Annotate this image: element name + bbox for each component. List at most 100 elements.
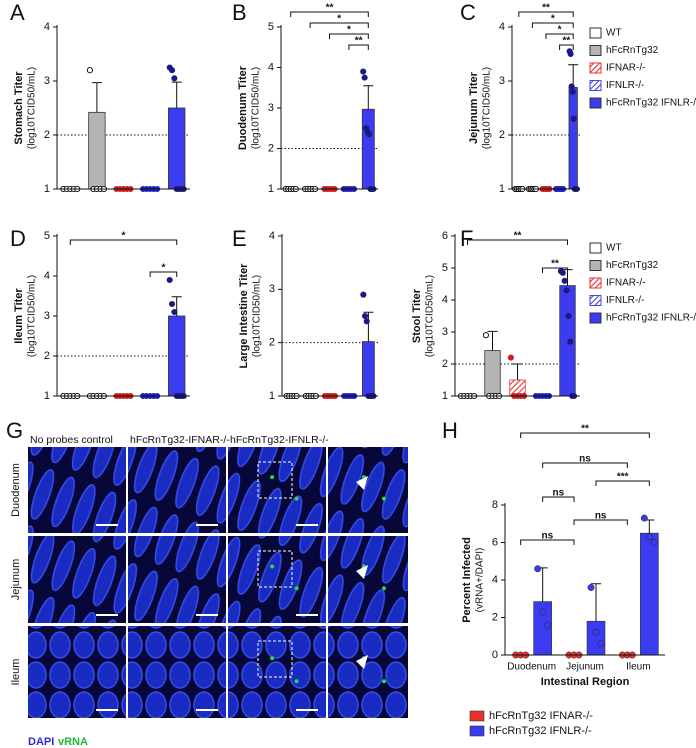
y-tick-label: 6 (442, 230, 448, 242)
image-tissue (128, 626, 226, 718)
data-point (640, 514, 648, 522)
significance-label: ns (541, 531, 553, 542)
y-axis-unit: (log10TCID50/mL) (252, 275, 263, 357)
significance-label: * (161, 263, 165, 274)
data-point (544, 621, 552, 629)
legend-swatch (589, 27, 602, 39)
significance-bracket (69, 239, 178, 245)
x-tick-label: Ileum (626, 662, 650, 673)
data-point (567, 50, 574, 58)
significance-bracket (518, 11, 574, 17)
y-tick-label: 4 (44, 21, 50, 33)
y-tick-label: 1 (268, 183, 274, 195)
data-point (587, 584, 595, 591)
y-tick-label: 4 (492, 574, 498, 586)
image-tissue (128, 536, 226, 623)
y-tick-label: 2 (268, 142, 274, 154)
y-axis-unit: (log10TCID50/mL) (27, 67, 38, 149)
significance-bracket (520, 539, 575, 545)
significance-bracket (559, 44, 574, 50)
legend-label: hFcRnTg32 (606, 45, 659, 56)
data-point (171, 75, 178, 82)
panel-letter: G (6, 418, 23, 443)
image-tissue (228, 447, 326, 533)
vrna-signal (270, 656, 275, 661)
significance-bracket (290, 11, 369, 17)
data-point (559, 269, 566, 276)
data-point (166, 276, 173, 284)
panel-letter: E (232, 226, 247, 251)
x-tick-label: Jejunum (566, 662, 604, 673)
data-point (534, 565, 542, 573)
y-tick-label: 4 (442, 294, 448, 306)
y-axis-title: Duodenum Titer (237, 65, 249, 150)
data-point (507, 354, 514, 361)
y-tick-label: 2 (442, 358, 448, 370)
bar (168, 315, 186, 397)
legend-label: IFNLR-/- (606, 295, 644, 306)
legend-label: IFNAR-/- (606, 63, 645, 74)
y-tick-label: 3 (499, 75, 505, 87)
y-axis-title: Ileum Titer (13, 288, 25, 344)
y-tick-label: 4 (268, 61, 274, 73)
legend-swatch (469, 725, 485, 737)
legend-swatch (589, 295, 602, 306)
legend-label: hFcRnTg32 (606, 260, 659, 271)
significance-bracket (531, 22, 574, 28)
significance-bracket (149, 271, 178, 277)
y-tick-label: 1 (44, 183, 50, 195)
data-point (365, 131, 373, 138)
vrna-signal (294, 679, 299, 684)
legend-swatch (589, 242, 602, 254)
significance-bracket (542, 267, 568, 273)
zoom-box (257, 550, 293, 588)
vrna-signal (382, 496, 386, 501)
legend-label: WT (606, 243, 622, 254)
data-point (592, 629, 600, 636)
y-axis-title: Large Intestine Titer (238, 263, 250, 369)
panel-letter: H (442, 418, 458, 443)
significance-bracket (542, 496, 575, 502)
image-tissue (28, 536, 126, 623)
bar (362, 341, 375, 397)
significance-label: ** (514, 231, 522, 242)
y-tick-label: 8 (492, 499, 498, 511)
y-axis-unit: (log10TCID50/mL) (425, 275, 436, 357)
significance-label: ** (581, 424, 589, 435)
data-point (168, 67, 176, 74)
significance-label: ns (595, 511, 607, 522)
significance-label: * (337, 14, 341, 25)
y-tick-label: 0 (492, 649, 498, 661)
error-bar (644, 519, 655, 534)
y-tick-label: 2 (44, 350, 50, 362)
y-tick-label: 5 (442, 262, 448, 274)
data-point (568, 83, 575, 90)
y-tick-label: 6 (492, 536, 498, 548)
bar (88, 111, 106, 190)
panel-letter: F (460, 226, 473, 251)
row-label: Jejunum (10, 559, 22, 601)
legend-label: hFcRnTg32 IFNLR-/- (489, 725, 592, 737)
data-point (645, 533, 653, 541)
significance-label: ** (542, 3, 550, 14)
bar (640, 532, 659, 656)
data-point (570, 115, 577, 122)
legend-label: hFcRnTg32 IFNLR-/- (606, 98, 696, 109)
error-bar (363, 311, 374, 342)
y-tick-label: 5 (44, 230, 50, 242)
y-axis-unit: (log10TCID50/mL) (27, 275, 38, 357)
y-tick-label: 4 (269, 230, 275, 242)
arrowhead (356, 476, 368, 490)
significance-label: ** (326, 3, 334, 14)
image-tissue (328, 447, 408, 533)
image-tissue (328, 536, 408, 623)
legend-swatch (589, 62, 602, 74)
data-point (565, 312, 572, 320)
image-tissue (228, 536, 326, 623)
panel-letter: D (10, 226, 26, 251)
x-axis-title: Intestinal Region (541, 676, 630, 688)
significance-bracket (573, 519, 628, 525)
data-point (597, 640, 605, 648)
stain-label: DAPI (28, 736, 54, 748)
